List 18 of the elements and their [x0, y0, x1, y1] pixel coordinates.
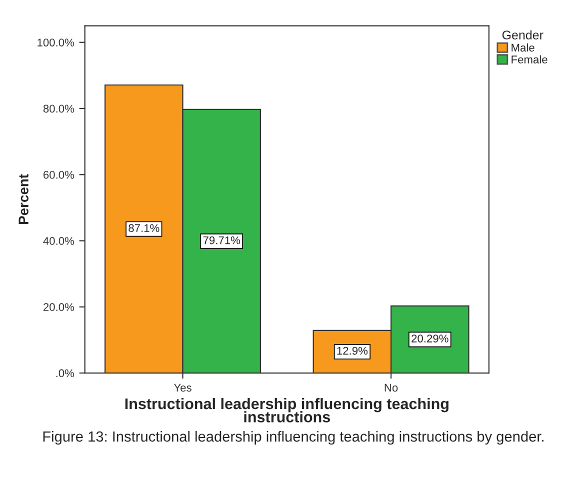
legend-title: Gender	[502, 30, 544, 40]
y-tick-label: 60.0%	[44, 170, 74, 179]
y-tick-label: 80.0%	[43, 104, 74, 113]
y-tick-label: 20.0%	[44, 303, 74, 312]
x-axis-title: Instructional leadership influencing teaching instructions	[125, 398, 448, 422]
caption: Figure 13: Instructional leadership influencing teaching instructions by gender.	[43, 430, 544, 445]
y-axis-title: Percent	[18, 174, 28, 224]
y-tick-label: .0%	[56, 369, 74, 378]
data-label: 12.9%	[337, 346, 368, 355]
x-tick-label: No	[384, 384, 398, 392]
y-tick-label: 100.0%	[38, 38, 74, 46]
data-label: 87.1%	[128, 224, 160, 232]
legend-label: Male	[512, 43, 534, 52]
y-tick-label: 40.0%	[43, 237, 74, 245]
legend-label: Female	[512, 55, 548, 64]
data-label: 79.71%	[203, 236, 240, 244]
x-tick-label: Yes	[174, 384, 192, 392]
data-label: 20.29%	[412, 334, 448, 342]
